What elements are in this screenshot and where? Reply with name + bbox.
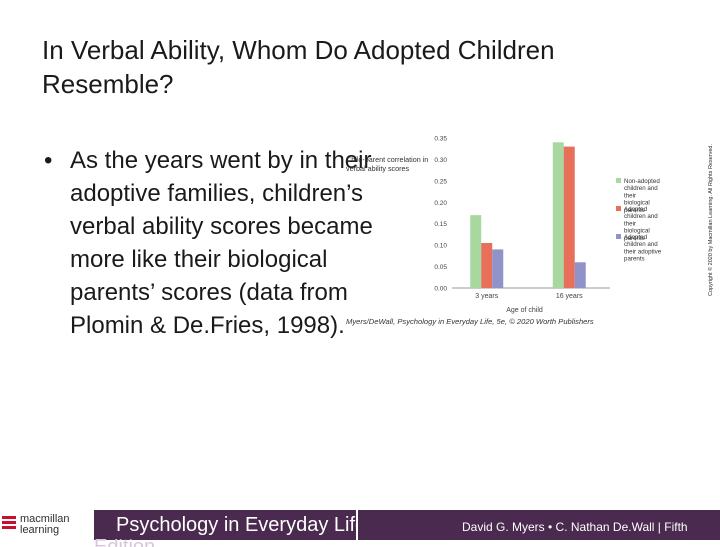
y-tick-label: 0.15 <box>434 221 447 228</box>
publisher-logo: macmillan learning <box>0 508 92 540</box>
legend-label: parents <box>624 207 645 214</box>
bar <box>492 249 504 288</box>
y-tick-label: 0.10 <box>434 243 447 250</box>
legend-label: Adopted <box>624 206 648 213</box>
y-tick-label: 0.20 <box>434 200 447 207</box>
book-title: Psychology in Everyday Life <box>116 514 367 536</box>
y-tick-label: 0.00 <box>434 286 447 293</box>
y-axis-label: Child-parent correlation in <box>346 155 428 164</box>
footer-author-bar: David G. Myers • C. Nathan De.Wall | Fif… <box>358 510 720 540</box>
slide-title: In Verbal Ability, Whom Do Adopted Child… <box>42 35 555 99</box>
book-authors: David G. Myers • C. Nathan De.Wall | Fif… <box>462 520 688 534</box>
legend-label: biological <box>624 200 650 207</box>
macmillan-logo-icon <box>2 516 16 529</box>
legend-label: parents <box>624 235 645 242</box>
legend-label: their <box>624 192 636 199</box>
legend-label: children and <box>624 241 658 248</box>
y-tick-label: 0.35 <box>434 136 447 143</box>
legend-swatch <box>616 178 621 183</box>
x-tick-label: 16 years <box>556 293 583 300</box>
bar <box>574 262 586 288</box>
legend-label: their <box>624 220 636 227</box>
copyright-notice: Copyright © 2020 by Macmillan Learning. … <box>708 143 714 296</box>
legend-label: biological <box>624 228 650 235</box>
book-title-overflow: Edition <box>94 539 155 547</box>
correlation-chart: Child-parent correlation in verbal abilit… <box>340 126 662 336</box>
legend-label: their adoptive <box>624 248 662 255</box>
y-tick-label: 0.30 <box>434 157 447 164</box>
x-axis-label: Age of child <box>506 307 543 314</box>
bar <box>481 243 493 288</box>
bullet-marker: • <box>44 147 53 174</box>
x-tick-label: 3 years <box>475 293 498 300</box>
bar <box>470 215 482 288</box>
legend-label: parents <box>624 256 645 263</box>
legend-label: Adopted <box>624 234 648 241</box>
bar <box>563 146 575 288</box>
legend-label: children and <box>624 213 658 220</box>
legend-label: children and <box>624 185 658 192</box>
y-tick-label: 0.05 <box>434 264 447 271</box>
logo-text: macmillan learning <box>20 514 70 536</box>
bullet-point: • As the years went by in their adoptive… <box>40 144 380 342</box>
legend-swatch <box>616 234 621 239</box>
legend-swatch <box>616 206 621 211</box>
logo-line-2: learning <box>20 524 60 536</box>
chart-source: Myers/DeWall, Psychology in Everyday Lif… <box>346 317 594 326</box>
legend-label: Non-adopted <box>624 178 660 185</box>
logo-line-1: macmillan <box>20 513 70 525</box>
y-tick-label: 0.25 <box>434 178 447 185</box>
bullet-text: As the years went by in their adoptive f… <box>70 147 373 339</box>
footer: macmillan learning Psychology in Everyda… <box>0 508 720 547</box>
footer-title-bar: Psychology in Everyday Life Edition <box>94 510 366 547</box>
bar <box>552 142 564 288</box>
y-axis-label: verbal ability scores <box>346 164 410 173</box>
